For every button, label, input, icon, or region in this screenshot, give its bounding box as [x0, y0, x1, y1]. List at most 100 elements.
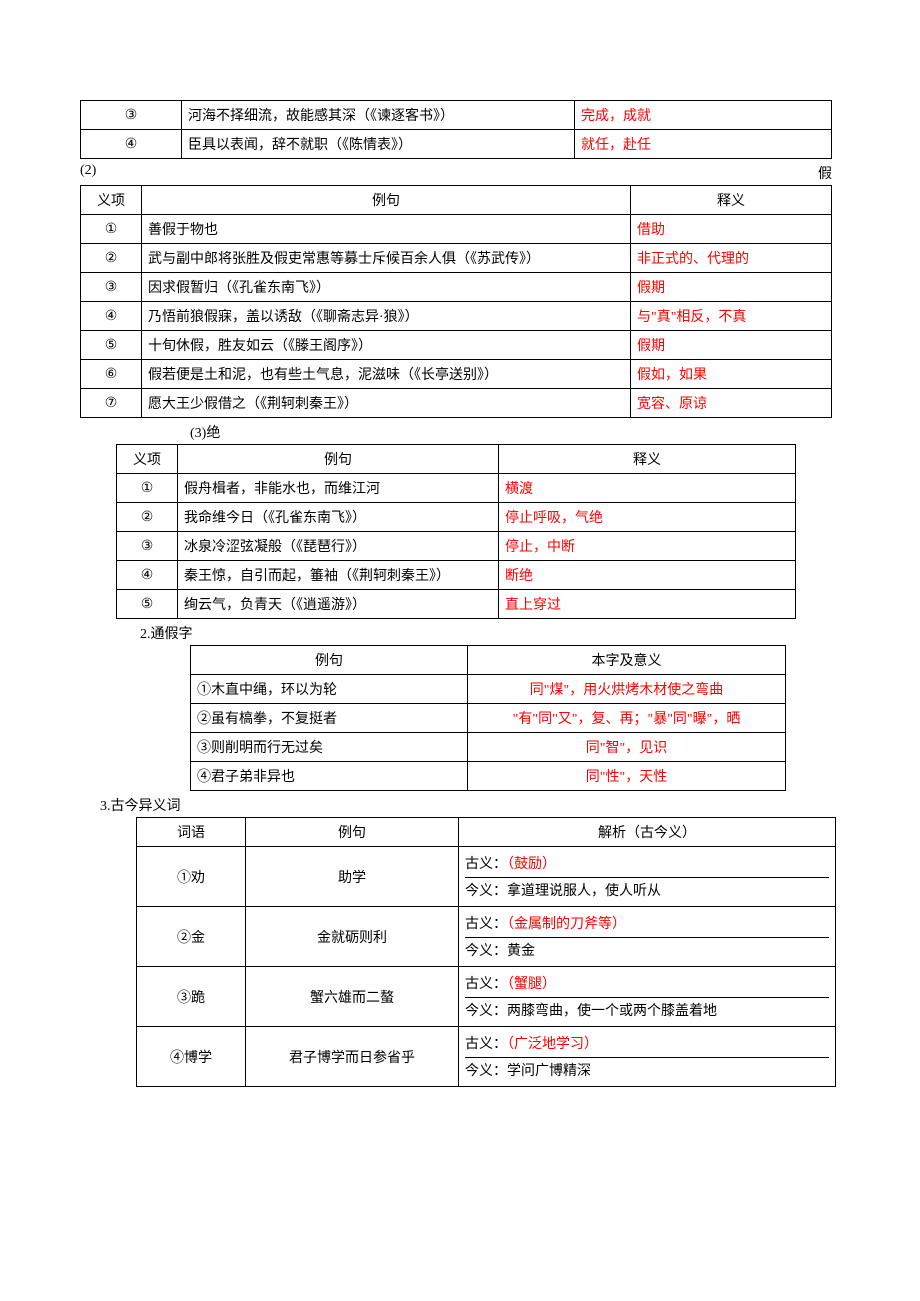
table-row: ①假舟楫者，非能水也，而维江河横渡 [117, 474, 796, 503]
row-jiexi: 古义：（金属制的刀斧等） 今义：黄金 [459, 907, 836, 967]
row-num: ④ [81, 302, 142, 331]
table-row: ②虽有槁拳，不复挺者"有"同"又"，复、再；"暴"同"曝"，晒 [191, 704, 786, 733]
row-example: 君子博学而日参省乎 [246, 1027, 459, 1087]
jin-value: 今义：学问广博精深 [465, 1057, 829, 1082]
row-example: 十旬休假，胜友如云（《滕王阁序》） [142, 331, 631, 360]
row-jiexi: 古义：（鼓励） 今义：拿道理说服人，使人听从 [459, 847, 836, 907]
gu-label: 古义： [465, 977, 507, 992]
row-def: 借助 [631, 215, 832, 244]
table-row: ②我命维今日（《孔雀东南飞》）停止呼吸，气绝 [117, 503, 796, 532]
gu-value: （蟹腿） [507, 977, 556, 992]
gu-label: 古义： [465, 1037, 507, 1052]
row-def: 直上穿过 [499, 590, 796, 619]
table-row: ①木直中绳，环以为轮同"煤"，用火烘烤木材使之弯曲 [191, 675, 786, 704]
row-example: 假若便是土和泥，也有些土气息，泥滋味（《长亭送别》） [142, 360, 631, 389]
row-def: 假如，如果 [631, 360, 832, 389]
table-row: ③ 河海不择细流，故能感其深（《谏逐客书》） 完成，成就 [81, 101, 832, 130]
row-def: 非正式的、代理的 [631, 244, 832, 273]
row-jiexi: 古义：（蟹腿） 今义：两膝弯曲，使一个或两个膝盖着地 [459, 967, 836, 1027]
row-num: ① [81, 215, 142, 244]
table-row: ③冰泉冷涩弦凝般（《琵琶行》）停止，中断 [117, 532, 796, 561]
row-num: ⑥ [81, 360, 142, 389]
label-jia-prefix: (2) [80, 163, 96, 183]
row-def: 同"性"，天性 [468, 762, 786, 791]
section-label-jue: (3)绝 [190, 422, 840, 442]
row-example: 冰泉冷涩弦凝般（《琵琶行》） [178, 532, 499, 561]
row-word: ②金 [137, 907, 246, 967]
row-example: 我命维今日（《孔雀东南飞》） [178, 503, 499, 532]
row-example: 金就砺则利 [246, 907, 459, 967]
row-example: 善假于物也 [142, 215, 631, 244]
table-head-row: 词语 例句 解析（古今义） [137, 818, 836, 847]
row-num: ② [81, 244, 142, 273]
head-liju: 例句 [246, 818, 459, 847]
row-example: ②虽有槁拳，不复挺者 [191, 704, 468, 733]
row-def: 同"智"，见识 [468, 733, 786, 762]
row-example: 愿大王少假借之（《荆轲刺秦王》） [142, 389, 631, 418]
row-example: 臣具以表闻，辞不就职（《陈情表》） [182, 130, 575, 159]
table-row: ④乃悟前狼假寐，盖以诱敌（《聊斋志异·狼》）与"真"相反，不真 [81, 302, 832, 331]
gu-label: 古义： [465, 857, 507, 872]
row-num: ③ [117, 532, 178, 561]
table-head-row: 义项 例句 释义 [117, 445, 796, 474]
row-example: ④君子弟非异也 [191, 762, 468, 791]
head-liju: 例句 [191, 646, 468, 675]
row-def: 假期 [631, 331, 832, 360]
row-jiexi: 古义：（广泛地学习） 今义：学问广博精深 [459, 1027, 836, 1087]
gu-label: 古义： [465, 917, 507, 932]
row-num: ⑤ [117, 590, 178, 619]
table-row: ⑤绚云气，负青天（《逍遥游》）直上穿过 [117, 590, 796, 619]
table-row: ④ 臣具以表闻，辞不就职（《陈情表》） 就任，赴任 [81, 130, 832, 159]
label-jia-suffix: 假 [818, 163, 832, 183]
row-def: 同"煤"，用火烘烤木材使之弯曲 [468, 675, 786, 704]
jin-value: 今义：两膝弯曲，使一个或两个膝盖着地 [465, 997, 829, 1022]
row-def: 就任，赴任 [575, 130, 832, 159]
table-gujin: 词语 例句 解析（古今义） ①劝 助学 古义：（鼓励） 今义：拿道理说服人，使人… [136, 817, 836, 1087]
row-example: ③则削明而行无过矣 [191, 733, 468, 762]
row-def: "有"同"又"，复、再；"暴"同"曝"，晒 [468, 704, 786, 733]
section-label-jia: (2) 假 [80, 163, 832, 183]
table-jue: 义项 例句 释义 ①假舟楫者，非能水也，而维江河横渡 ②我命维今日（《孔雀东南飞… [116, 444, 796, 619]
table-row: ④秦王惊，自引而起，箠袖（《荆轲刺秦王》）断绝 [117, 561, 796, 590]
head-shiyi: 释义 [499, 445, 796, 474]
row-def: 宽容、原谅 [631, 389, 832, 418]
row-example: 蟹六雄而二螯 [246, 967, 459, 1027]
row-num: ⑤ [81, 331, 142, 360]
head-shiyi: 释义 [631, 186, 832, 215]
table-row: ②武与副中郎将张胜及假吏常惠等募士斥候百余人俱（《苏武传》）非正式的、代理的 [81, 244, 832, 273]
head-liju: 例句 [142, 186, 631, 215]
head-liju: 例句 [178, 445, 499, 474]
head-jiexi: 解析（古今义） [459, 818, 836, 847]
row-num: ③ [81, 273, 142, 302]
row-example: 绚云气，负青天（《逍遥游》） [178, 590, 499, 619]
row-example: 因求假暂归（《孔雀东南飞》） [142, 273, 631, 302]
gu-value: （金属制的刀斧等） [507, 917, 626, 932]
row-num: ⑦ [81, 389, 142, 418]
row-example: 助学 [246, 847, 459, 907]
row-example: 假舟楫者，非能水也，而维江河 [178, 474, 499, 503]
section-label-tongjia: 2.通假字 [140, 623, 840, 643]
row-num: ① [117, 474, 178, 503]
table-row: ④博学 君子博学而日参省乎 古义：（广泛地学习） 今义：学问广博精深 [137, 1027, 836, 1087]
gu-value: （鼓励） [507, 857, 556, 872]
row-num: ④ [81, 130, 182, 159]
row-def: 横渡 [499, 474, 796, 503]
row-example: ①木直中绳，环以为轮 [191, 675, 468, 704]
row-word: ①劝 [137, 847, 246, 907]
table-tongjia: 例句 本字及意义 ①木直中绳，环以为轮同"煤"，用火烘烤木材使之弯曲 ②虽有槁拳… [190, 645, 786, 791]
row-example: 秦王惊，自引而起，箠袖（《荆轲刺秦王》） [178, 561, 499, 590]
table-row: ①善假于物也借助 [81, 215, 832, 244]
row-def: 与"真"相反，不真 [631, 302, 832, 331]
table-row: ③则削明而行无过矣同"智"，见识 [191, 733, 786, 762]
section-label-gujin: 3.古今异义词 [100, 795, 840, 815]
table-jiu-partial: ③ 河海不择细流，故能感其深（《谏逐客书》） 完成，成就 ④ 臣具以表闻，辞不就… [80, 100, 832, 159]
row-def: 假期 [631, 273, 832, 302]
table-row: ③跪 蟹六雄而二螯 古义：（蟹腿） 今义：两膝弯曲，使一个或两个膝盖着地 [137, 967, 836, 1027]
row-num: ② [117, 503, 178, 532]
table-row: ⑦愿大王少假借之（《荆轲刺秦王》）宽容、原谅 [81, 389, 832, 418]
head-benzi: 本字及意义 [468, 646, 786, 675]
row-def: 停止呼吸，气绝 [499, 503, 796, 532]
table-jia: 义项 例句 释义 ①善假于物也借助 ②武与副中郎将张胜及假吏常惠等募士斥候百余人… [80, 185, 832, 418]
head-yixiang: 义项 [81, 186, 142, 215]
row-example: 武与副中郎将张胜及假吏常惠等募士斥候百余人俱（《苏武传》） [142, 244, 631, 273]
